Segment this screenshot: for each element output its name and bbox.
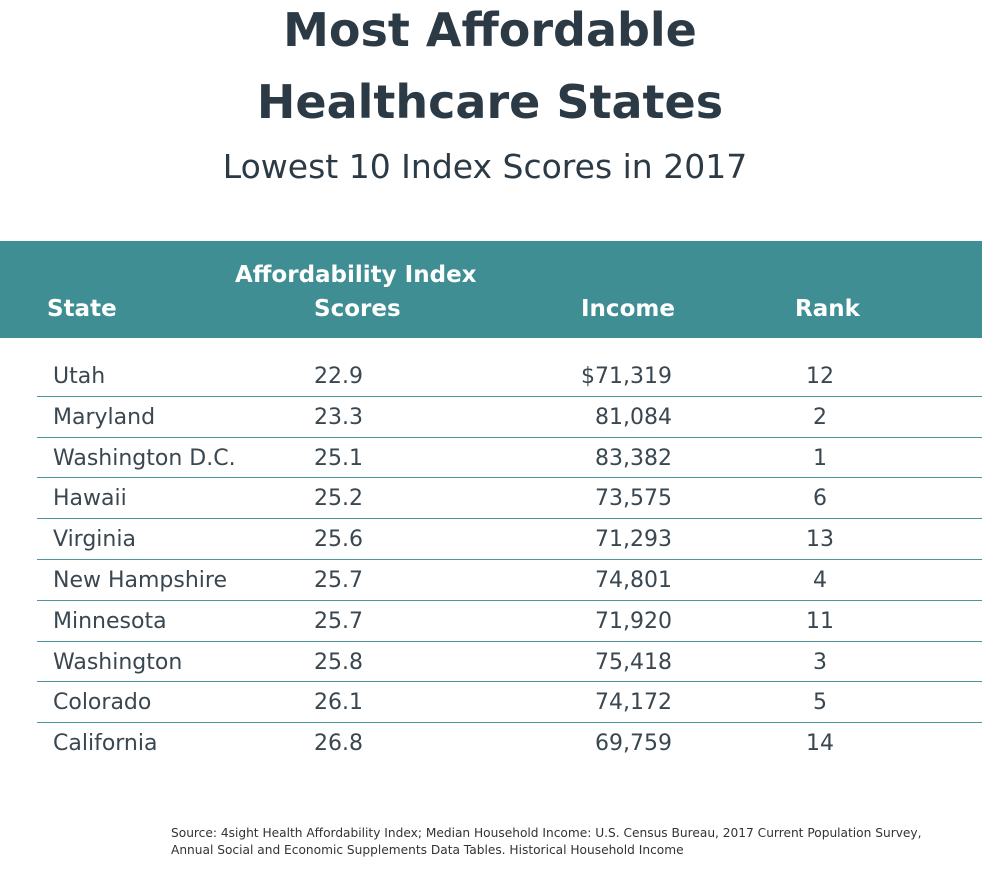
source-line-1: Source: 4sight Health Affordability Inde…: [171, 826, 922, 840]
table-row: Washington D.C. 25.1 83,382 1: [37, 438, 982, 479]
cell-income: 81,084: [595, 404, 672, 430]
cell-income: 69,759: [595, 731, 672, 757]
cell-rank: 14: [806, 731, 834, 757]
cell-state: Maryland: [53, 404, 156, 430]
table-row: Hawaii 25.2 73,575 6: [37, 478, 982, 520]
cell-income: 71,293: [595, 527, 672, 553]
cell-rank: 2: [813, 404, 827, 430]
table-row: Minnesota 25.7 71,920 11: [37, 601, 982, 642]
cell-rank: 4: [813, 567, 827, 593]
cell-score: 25.1: [314, 445, 363, 471]
table-row: Utah 22.9 $71,319 12: [37, 356, 982, 397]
cell-rank: 3: [813, 649, 827, 675]
header-score-line-1: Affordability Index: [235, 262, 477, 288]
cell-score: 22.9: [314, 364, 363, 389]
title-line-1: Most Affordable: [283, 3, 697, 57]
cell-state: Virginia: [53, 527, 136, 553]
cell-rank: 1: [813, 445, 827, 471]
header-income: Income: [581, 296, 675, 322]
cell-score: 25.7: [314, 567, 363, 593]
cell-rank: 12: [806, 364, 834, 389]
table-row: Washington 25.8 75,418 3: [37, 642, 982, 683]
cell-score: 25.8: [314, 649, 363, 675]
cell-income: 74,172: [595, 690, 672, 716]
table-header: State Affordability Index Scores Income …: [0, 241, 982, 338]
cell-state: Colorado: [53, 690, 152, 716]
cell-income: 71,920: [595, 608, 672, 634]
header-state: State: [47, 296, 117, 322]
cell-income: 74,801: [595, 567, 672, 593]
cell-state: Minnesota: [53, 608, 167, 634]
cell-state: California: [53, 731, 158, 757]
source-line-2: Annual Social and Economic Supplements D…: [171, 843, 684, 857]
cell-state: Washington D.C.: [53, 445, 236, 471]
cell-score: 23.3: [314, 404, 363, 430]
cell-score: 25.2: [314, 486, 363, 512]
cell-income: $71,319: [581, 364, 672, 389]
cell-income: 75,418: [595, 649, 672, 675]
table-row: California 26.8 69,759 14: [37, 723, 982, 764]
table-body: Utah 22.9 $71,319 12 Maryland 23.3 81,08…: [37, 356, 982, 764]
cell-state: Washington: [53, 649, 183, 675]
cell-state: Utah: [53, 364, 106, 389]
subtitle: Lowest 10 Index Scores in 2017: [222, 147, 748, 186]
cell-rank: 13: [806, 527, 834, 553]
cell-score: 26.1: [314, 690, 363, 716]
cell-rank: 5: [813, 690, 827, 716]
cell-state: Hawaii: [53, 486, 127, 512]
cell-score: 26.8: [314, 731, 363, 757]
source-note: Source: 4sight Health Affordability Inde…: [171, 825, 997, 859]
table-row: New Hampshire 25.7 74,801 4: [37, 560, 982, 601]
title-line-2: Healthcare States: [256, 75, 724, 129]
cell-rank: 6: [813, 486, 827, 512]
cell-state: New Hampshire: [53, 567, 228, 593]
header-score-line-2: Scores: [314, 296, 401, 322]
table-row: Maryland 23.3 81,084 2: [37, 397, 982, 438]
cell-income: 73,575: [595, 486, 672, 512]
table-row: Colorado 26.1 74,172 5: [37, 682, 982, 724]
cell-income: 83,382: [595, 445, 672, 471]
cell-rank: 11: [806, 608, 834, 634]
cell-score: 25.7: [314, 608, 363, 634]
header-rank: Rank: [795, 296, 860, 322]
table-row: Virginia 25.6 71,293 13: [37, 519, 982, 560]
cell-score: 25.6: [314, 527, 363, 553]
